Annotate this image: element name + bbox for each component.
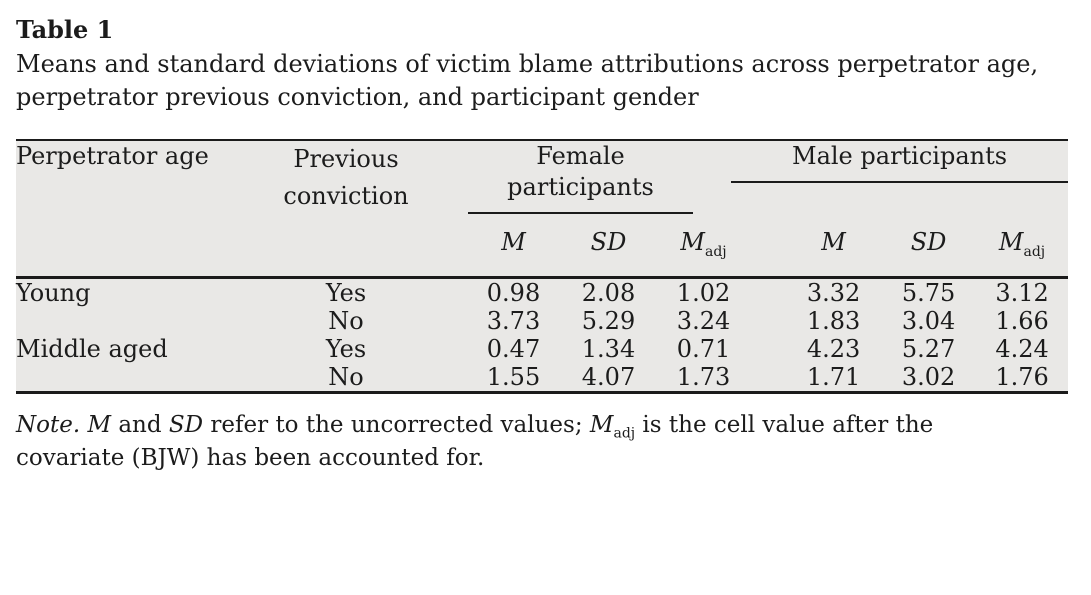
subheader-male-m: M — [821, 228, 846, 256]
cell-male-madj: 4.24 — [995, 335, 1049, 363]
table-header: Perpetrator age Previous conviction Fema… — [16, 140, 1069, 278]
cell-spacer — [426, 307, 466, 335]
cell-male-m: 3.32 — [786, 276, 882, 307]
table-caption-line-2: perpetrator previous conviction, and par… — [16, 83, 699, 111]
group-header-female-label: Female participants — [468, 141, 694, 214]
cell-female-sd: 4.07 — [581, 363, 636, 391]
cell-female-m: 0.47 — [486, 335, 541, 363]
cell-male-madj: 1.76 — [995, 363, 1049, 391]
cell-age: Young — [16, 276, 266, 307]
cell-female-madj: 1.73 — [676, 363, 731, 391]
cell-conviction: No — [328, 363, 364, 391]
cell-spacer — [751, 307, 786, 335]
subheader-spacer — [751, 214, 786, 278]
table-row: Middle aged Yes 0.47 1.34 0.71 4.23 5.27… — [16, 335, 1068, 363]
cell-female-sd: 5.29 — [581, 307, 636, 335]
cell-male-sd: 5.75 — [881, 276, 977, 307]
cell-male-madj: 3.12 — [976, 276, 1069, 307]
table-note: Note. M and SD refer to the uncorrected … — [16, 412, 934, 471]
subheader-female-m: M — [501, 228, 526, 256]
table-title: Table 1 — [16, 15, 114, 44]
cell-female-m: 3.73 — [486, 307, 541, 335]
table-row: No 3.73 5.29 3.24 1.83 3.04 1.66 — [16, 307, 1068, 335]
cell-spacer — [426, 335, 466, 363]
cell-male-sd: 5.27 — [901, 335, 956, 363]
cell-spacer — [751, 363, 786, 393]
column-header-previous-conviction: Previous conviction — [283, 145, 409, 210]
paper-page: Table 1 Means and standard deviations of… — [16, 15, 1075, 471]
cell-female-madj: 3.24 — [676, 307, 731, 335]
cell-age — [16, 363, 266, 393]
table-body: Young Yes 0.98 2.08 1.02 3.32 5.75 3.12 … — [16, 276, 1069, 393]
cell-female-sd: 2.08 — [561, 276, 656, 307]
cell-age — [16, 307, 266, 335]
table-row: Young Yes 0.98 2.08 1.02 3.32 5.75 3.12 — [16, 276, 1069, 307]
cell-spacer — [751, 276, 787, 307]
cell-female-m: 0.98 — [466, 276, 561, 307]
cell-conviction: No — [328, 307, 364, 335]
cell-male-sd: 3.04 — [901, 307, 956, 335]
cell-female-m: 1.55 — [486, 363, 541, 391]
data-table: Perpetrator age Previous conviction Fema… — [16, 139, 1069, 394]
table-row: No 1.55 4.07 1.73 1.71 3.02 1.76 — [16, 363, 1068, 393]
cell-conviction: Yes — [325, 335, 367, 363]
cell-female-sd: 1.34 — [581, 335, 636, 363]
subheader-female-sd: SD — [590, 228, 627, 256]
cell-female-madj: 1.02 — [656, 276, 752, 307]
table-caption: Means and standard deviations of victim … — [16, 48, 1075, 114]
table-caption-line-1: Means and standard deviations of victim … — [16, 50, 1039, 78]
cell-male-madj: 1.66 — [995, 307, 1049, 335]
cell-spacer — [751, 335, 786, 363]
column-header-perpetrator-age: Perpetrator age — [16, 142, 209, 170]
cell-female-madj: 0.71 — [676, 335, 731, 363]
group-header-male: Male participants — [731, 140, 1069, 214]
cell-spacer — [426, 363, 466, 393]
subheader-male-madj: Madj — [998, 228, 1046, 260]
header-spacer — [426, 140, 466, 278]
cell-male-m: 1.71 — [806, 363, 861, 391]
cell-male-m: 4.23 — [806, 335, 861, 363]
cell-conviction: Yes — [266, 276, 426, 307]
group-header-male-label: Male participants — [731, 141, 1069, 183]
cell-male-sd: 3.02 — [901, 363, 956, 391]
subheader-female-madj: Madj — [680, 228, 727, 260]
cell-spacer — [426, 276, 466, 307]
group-header-female: Female participants — [466, 140, 751, 214]
subheader-male-sd: SD — [910, 228, 947, 256]
cell-male-m: 1.83 — [806, 307, 861, 335]
cell-age: Middle aged — [16, 335, 168, 363]
